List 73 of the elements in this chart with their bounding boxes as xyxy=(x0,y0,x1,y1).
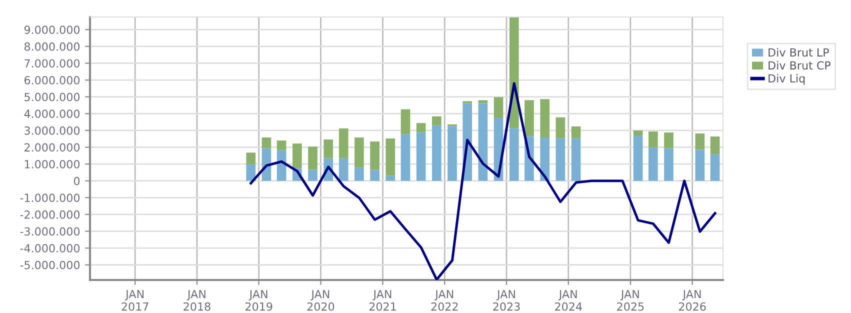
bar xyxy=(556,138,566,181)
y-tick-label: -5.000.000 xyxy=(20,260,80,270)
legend-label: Div Liq xyxy=(768,74,805,85)
bar xyxy=(262,137,272,148)
bar xyxy=(246,164,256,181)
y-tick-label: 9.000.000 xyxy=(24,26,80,34)
bar xyxy=(324,140,334,158)
bar xyxy=(695,133,705,150)
y-tick-label: 4.000.000 xyxy=(24,110,80,118)
y-tick-label: 5.000.000 xyxy=(24,92,80,102)
bar xyxy=(633,135,643,181)
x-tick-label: JAN 2020 xyxy=(307,290,334,311)
bar xyxy=(695,150,705,181)
bar xyxy=(308,170,318,181)
bar xyxy=(494,97,504,118)
bar xyxy=(478,100,488,104)
bar xyxy=(292,144,302,168)
bar xyxy=(509,128,519,181)
bar xyxy=(276,140,286,150)
y-tick-label: 7.000.000 xyxy=(24,59,80,68)
bar xyxy=(664,148,674,181)
x-tick-label: JAN 2017 xyxy=(122,290,148,311)
bar xyxy=(540,137,550,181)
bar xyxy=(448,126,457,181)
bar xyxy=(571,138,581,181)
y-tick-label: 6.000.000 xyxy=(24,76,80,84)
bar xyxy=(710,154,720,181)
bar xyxy=(540,99,550,138)
x-tick-label: JAN 2021 xyxy=(369,290,396,311)
y-tick-label: -2.000.000 xyxy=(20,210,80,219)
bar xyxy=(400,134,410,181)
bar xyxy=(386,176,396,181)
y-tick-label: 0 xyxy=(74,176,80,186)
x-tick-label: JAN 2018 xyxy=(184,290,210,311)
y-tick-label: 1.000.000 xyxy=(24,160,80,168)
x-tick-label: JAN 2022 xyxy=(431,290,458,311)
y-tick-label: 2.000.000 xyxy=(24,143,80,152)
bar xyxy=(432,125,442,181)
x-tick-label: JAN 2023 xyxy=(493,290,520,311)
y-tick-label: 3.000.000 xyxy=(24,126,80,135)
bar xyxy=(524,100,534,136)
bar xyxy=(556,117,566,138)
bar xyxy=(246,152,256,164)
x-tick-label: JAN 2026 xyxy=(678,290,706,311)
bar xyxy=(354,168,364,181)
bar xyxy=(633,130,643,136)
y-tick-label: -1.000.000 xyxy=(20,194,80,202)
bar xyxy=(354,137,364,168)
legend-label: Div Brut CP xyxy=(768,61,830,70)
bar xyxy=(370,170,380,181)
bar xyxy=(478,103,488,181)
bar xyxy=(432,116,442,126)
legend-label: Div Brut LP xyxy=(768,48,829,57)
bar xyxy=(571,126,581,138)
bar xyxy=(338,158,348,181)
x-tick-label: JAN 2025 xyxy=(617,290,644,311)
x-tick-label: JAN 2024 xyxy=(555,290,582,311)
bar xyxy=(664,132,674,148)
bar xyxy=(710,136,720,154)
bar xyxy=(648,131,658,148)
line-series xyxy=(250,82,716,280)
bar xyxy=(370,142,380,170)
bar xyxy=(308,146,318,170)
y-tick-label: 8.000.000 xyxy=(24,42,80,51)
y-tick-label: -4.000.000 xyxy=(20,244,80,252)
y-tick-label: -3.000.000 xyxy=(20,227,80,236)
bar xyxy=(416,123,426,132)
x-tick-label: JAN 2019 xyxy=(246,290,272,311)
bar xyxy=(386,138,396,176)
bar xyxy=(416,132,426,181)
bar xyxy=(338,128,348,158)
bar xyxy=(400,109,410,134)
bar xyxy=(648,148,658,181)
